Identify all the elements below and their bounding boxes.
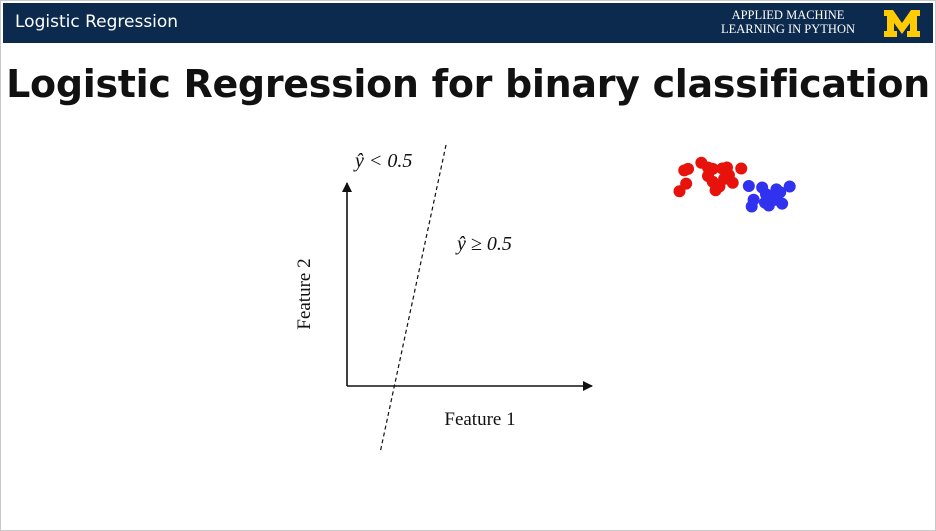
class-blue-points — [742, 180, 796, 213]
region-low-label: ŷ < 0.5 — [353, 150, 412, 172]
brand-line-2: LEARNING IN PYTHON — [720, 22, 855, 36]
x-axis-label: Feature 1 — [444, 409, 515, 430]
decision-boundary — [379, 144, 447, 454]
blue-class-point — [745, 200, 758, 213]
slide-title: Logistic Regression for binary classific… — [6, 62, 930, 106]
red-class-point — [726, 176, 739, 189]
red-class-point — [713, 180, 726, 193]
red-class-point — [673, 185, 686, 198]
blue-class-point — [776, 197, 789, 210]
region-high-label: ŷ ≥ 0.5 — [455, 233, 512, 255]
course-brand: APPLIED MACHINE LEARNING IN PYTHON — [721, 8, 855, 36]
header-title: Logistic Regression — [15, 12, 179, 32]
class-red-points — [673, 156, 748, 198]
slide-header-bar: Logistic Regression APPLIED MACHINE LEAR… — [3, 3, 933, 43]
brand-line-1: APPLIED MACHINE — [731, 8, 845, 22]
blue-class-point — [762, 199, 775, 212]
university-logo — [884, 10, 920, 37]
red-class-point — [735, 162, 748, 175]
blue-class-point — [742, 180, 755, 193]
y-axis-label: Feature 2 — [294, 258, 315, 329]
blue-class-point — [783, 180, 796, 193]
red-class-point — [682, 162, 695, 175]
